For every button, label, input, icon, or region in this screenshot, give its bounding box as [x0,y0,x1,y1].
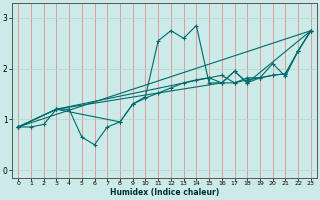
X-axis label: Humidex (Indice chaleur): Humidex (Indice chaleur) [110,188,219,197]
